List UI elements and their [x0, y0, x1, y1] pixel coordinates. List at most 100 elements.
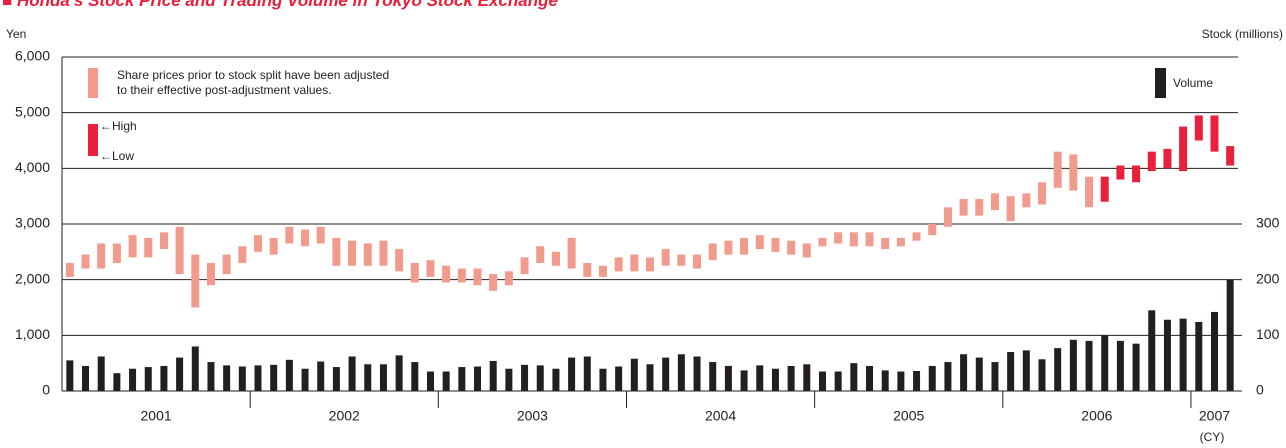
volume-bar [458, 367, 466, 391]
volume-bar [1116, 340, 1124, 391]
price-range-bar [614, 257, 623, 272]
volume-bar [803, 364, 811, 391]
price-range-bar [332, 237, 341, 266]
price-range-bar [881, 237, 890, 250]
price-range-bar [849, 232, 858, 247]
volume-bar [238, 366, 246, 391]
price-range-bar [395, 249, 404, 272]
volume-bar [379, 364, 387, 391]
y2-tick-label: 0 [1256, 382, 1264, 398]
price-range-bar [65, 262, 74, 277]
price-range-bar [363, 243, 372, 266]
price-range-bar [473, 268, 482, 286]
volume-bar [1007, 352, 1015, 391]
volume-bar [866, 365, 874, 391]
volume-bar [1101, 335, 1109, 391]
x-tick-label: 2007 [1199, 408, 1230, 424]
volume-bar [568, 357, 576, 391]
price-range-bar [442, 265, 451, 283]
price-range-bar [1210, 115, 1219, 152]
volume-bar [254, 365, 262, 391]
price-range-bar [301, 229, 310, 247]
volume-bar [395, 355, 403, 391]
x-tick-label: 2005 [893, 408, 924, 424]
volume-bar [693, 356, 701, 391]
y-tick-label: 0 [42, 382, 50, 398]
price-range-bar [159, 232, 168, 250]
volume-bar [129, 368, 137, 391]
price-range-bar [708, 243, 717, 261]
price-range-bar [990, 193, 999, 211]
price-range-bar [630, 254, 639, 272]
volume-bar [944, 362, 952, 391]
price-range-bar [410, 262, 419, 283]
volume-bar [1163, 319, 1171, 391]
volume-bar [364, 364, 372, 391]
legend-text: Share prices prior to stock split have b… [117, 68, 390, 97]
price-range-bar [520, 257, 529, 275]
price-range-bar [1100, 176, 1109, 202]
volume-bar [332, 367, 340, 391]
price-range-bar [238, 246, 247, 263]
volume-bar [207, 362, 215, 391]
price-range-bar [818, 237, 827, 247]
volume-bar [474, 366, 482, 391]
volume-bar [709, 362, 717, 391]
volume-bar [1069, 339, 1077, 391]
price-range-bar [1116, 165, 1125, 180]
volume-bar [505, 368, 513, 391]
volume-bar [191, 346, 199, 391]
legend-low: ←Low [100, 149, 134, 163]
volume-bar [834, 371, 842, 391]
y-axis-label: Yen [6, 27, 26, 41]
volume-bar [771, 368, 779, 391]
volume-bar [426, 371, 434, 391]
price-range-bar [1226, 146, 1235, 166]
price-range-bar [379, 240, 388, 266]
price-range-bar [1006, 196, 1015, 222]
y2-tick-label: 300 [1256, 215, 1280, 231]
volume-bar [1195, 321, 1203, 391]
x-tick-label: 2003 [517, 408, 548, 424]
volume-bar [646, 364, 654, 391]
volume-bar [928, 365, 936, 391]
price-range-bar [269, 237, 278, 255]
x-tick-label: 2001 [141, 408, 172, 424]
price-range-bar [222, 254, 231, 275]
y-tick-label: 5,000 [15, 103, 50, 119]
price-range-bar [1085, 176, 1094, 208]
price-range-bar [316, 226, 325, 244]
price-range-bar [536, 246, 545, 263]
legend-swatch [88, 68, 98, 98]
price-range-bar [802, 243, 811, 258]
volume-bar [442, 371, 450, 391]
volume-bar [317, 361, 325, 391]
volume-bar [66, 360, 74, 391]
volume-bar [552, 368, 560, 391]
volume-bar [599, 368, 607, 391]
price-range-bar [426, 260, 435, 277]
y-tick-label: 2,000 [15, 270, 50, 286]
price-range-bar [567, 237, 576, 269]
volume-bar [960, 354, 968, 391]
volume-bar [1132, 343, 1140, 391]
legend-volume: Volume [1173, 76, 1213, 90]
price-range-bar [191, 254, 200, 308]
y-tick-label: 4,000 [15, 159, 50, 175]
volume-bar [521, 364, 529, 391]
price-range-bar [1022, 193, 1031, 208]
volume-bar [1179, 318, 1187, 391]
legend-high: ←High [100, 119, 137, 133]
price-range-bar [755, 235, 764, 250]
volume-bar [1038, 359, 1046, 391]
price-range-bar [959, 198, 968, 216]
price-range-bar [112, 243, 121, 263]
volume-bar [913, 370, 921, 391]
price-range-bar [661, 249, 670, 266]
volume-bar [223, 365, 231, 391]
volume-bar [1054, 348, 1062, 391]
y2-tick-label: 200 [1256, 270, 1280, 286]
price-range-bar [677, 254, 686, 266]
price-range-bar [1132, 165, 1141, 183]
volume-bar [818, 371, 826, 391]
